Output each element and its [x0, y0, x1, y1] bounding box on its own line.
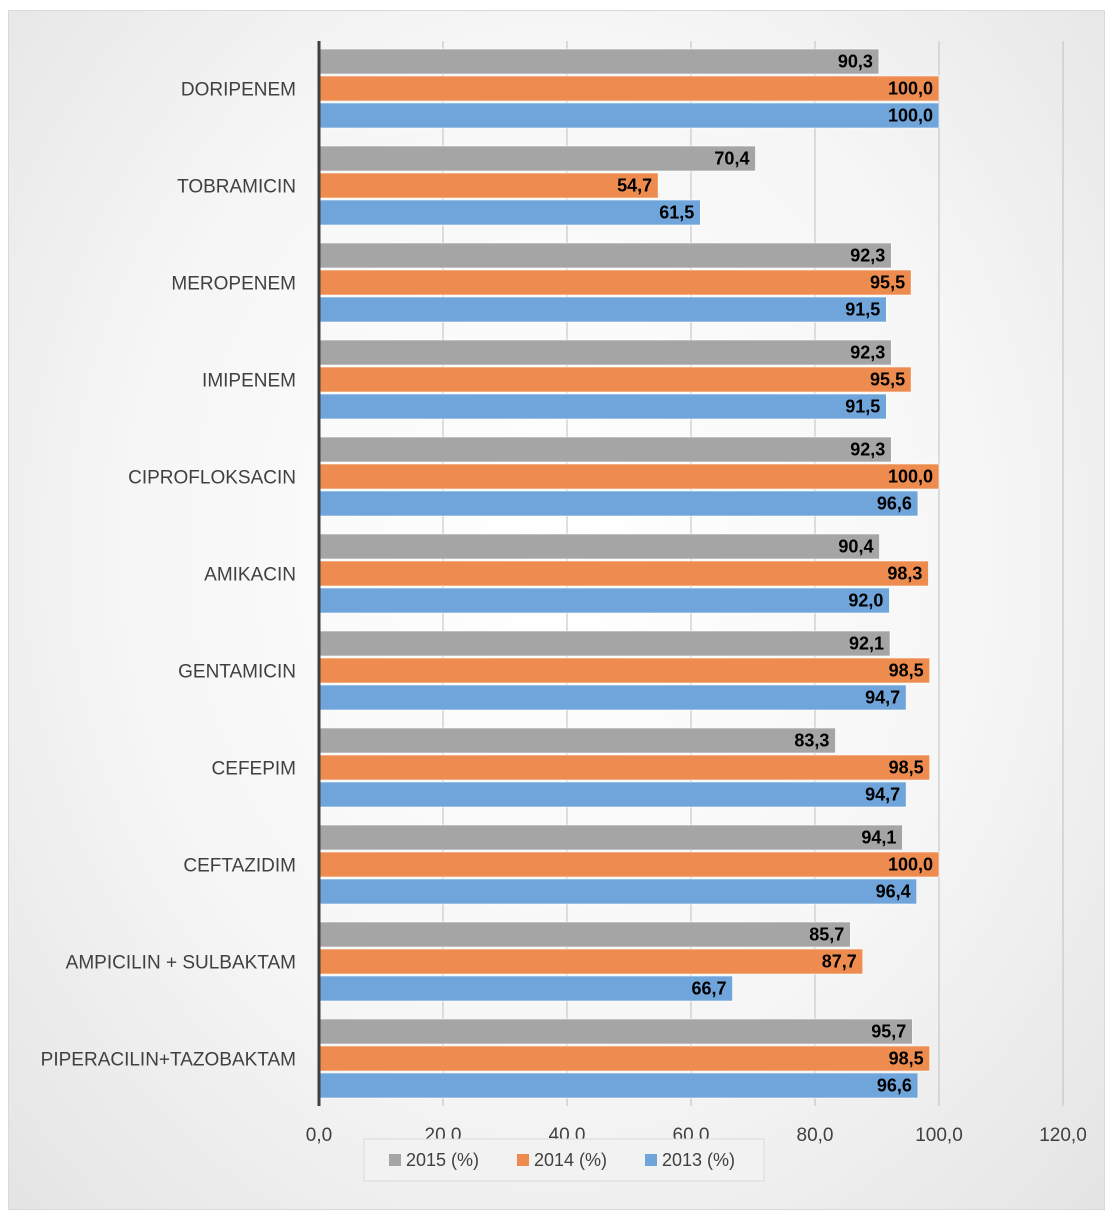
chart-area: 90,3 100,0 100,0 70,4 54,7 61,5 92,3 95,5 91,5 92… — [8, 10, 1105, 1210]
category-label: AMIKACIN — [204, 565, 296, 586]
data-label: 92,0 — [848, 591, 883, 611]
bar — [318, 657, 931, 684]
category-label: CEFTAZIDIM — [183, 856, 296, 877]
bar — [318, 921, 851, 948]
data-label: 96,4 — [876, 882, 911, 902]
x-tick-label: 0,0 — [306, 1125, 332, 1146]
category-label: CEFEPIM — [212, 759, 296, 780]
bar — [318, 366, 912, 393]
data-label: 95,5 — [870, 273, 905, 293]
bar — [318, 533, 880, 560]
bar — [318, 145, 756, 172]
data-label: 95,5 — [870, 370, 905, 390]
data-labels: 90,3 100,0 100,0 70,4 54,7 61,5 92,3 95,5 91,5 92… — [617, 52, 933, 1096]
legend-swatch — [389, 1154, 401, 1166]
data-label: 94,7 — [865, 688, 900, 708]
data-label: 92,1 — [849, 634, 884, 654]
bar — [318, 339, 892, 366]
data-label: 91,5 — [845, 300, 880, 320]
category-label: AMPICILIN + SULBAKTAM — [66, 953, 296, 974]
category-label: PIPERACILIN+TAZOBAKTAM — [41, 1050, 296, 1071]
bar-chart: 90,3 100,0 100,0 70,4 54,7 61,5 92,3 95,5 91,5 92… — [41, 41, 1087, 1182]
data-label: 85,7 — [809, 925, 844, 945]
category-label: TOBRAMICIN — [177, 177, 296, 198]
legend-label: 2015 (%) — [406, 1150, 479, 1170]
bar — [318, 436, 892, 463]
data-label: 92,3 — [850, 440, 885, 460]
data-label: 98,5 — [889, 661, 924, 681]
bar — [318, 242, 892, 269]
bar — [318, 1072, 919, 1099]
data-label: 66,7 — [691, 979, 726, 999]
bar — [318, 630, 891, 657]
data-label: 98,5 — [889, 1049, 924, 1069]
bars — [318, 48, 940, 1099]
bar — [318, 975, 733, 1002]
bar — [318, 48, 880, 75]
category-label: MEROPENEM — [171, 274, 296, 295]
bar — [318, 463, 940, 490]
data-label: 100,0 — [888, 855, 933, 875]
bar — [318, 102, 940, 129]
data-label: 96,6 — [877, 1076, 912, 1096]
bar — [318, 587, 890, 614]
data-label: 94,7 — [865, 785, 900, 805]
data-label: 92,3 — [850, 246, 885, 266]
bar — [318, 269, 912, 296]
data-label: 54,7 — [617, 176, 652, 196]
bar — [318, 684, 907, 711]
data-label: 92,3 — [850, 343, 885, 363]
bar — [318, 1018, 913, 1045]
category-label: CIPROFLOKSACIN — [128, 468, 296, 489]
data-label: 61,5 — [659, 203, 694, 223]
bar — [318, 560, 929, 587]
legend: 2015 (%) 2014 (%) 2013 (%) — [363, 1138, 765, 1182]
data-label: 100,0 — [888, 79, 933, 99]
data-label: 98,5 — [889, 758, 924, 778]
data-label: 83,3 — [794, 731, 829, 751]
bar — [318, 754, 931, 781]
data-label: 90,3 — [838, 52, 873, 72]
data-label: 91,5 — [845, 397, 880, 417]
bar — [318, 824, 903, 851]
bar — [318, 948, 864, 975]
data-label: 90,4 — [838, 537, 873, 557]
data-label: 100,0 — [888, 467, 933, 487]
bar — [318, 1045, 931, 1072]
data-label: 98,3 — [887, 564, 922, 584]
data-label: 70,4 — [714, 149, 749, 169]
legend-swatch — [517, 1154, 529, 1166]
data-label: 87,7 — [822, 952, 857, 972]
category-label: DORIPENEM — [181, 80, 296, 101]
bar — [318, 172, 659, 199]
legend-label: 2014 (%) — [534, 1150, 607, 1170]
legend-box — [363, 1138, 765, 1182]
data-label: 100,0 — [888, 106, 933, 126]
data-label: 95,7 — [871, 1022, 906, 1042]
category-label: IMIPENEM — [202, 371, 296, 392]
legend-label: 2013 (%) — [662, 1150, 735, 1170]
x-tick-label: 100,0 — [915, 1125, 963, 1146]
x-tick-label: 80,0 — [797, 1125, 834, 1146]
x-tick-label: 120,0 — [1039, 1125, 1087, 1146]
bar — [318, 851, 940, 878]
bar — [318, 781, 907, 808]
bar — [318, 727, 836, 754]
category-labels: DORIPENEM TOBRAMICIN MEROPENEM IMIPENEM CIPR… — [41, 80, 296, 1071]
bar — [318, 75, 940, 102]
bar — [318, 490, 919, 517]
bar — [318, 296, 887, 323]
data-label: 96,6 — [877, 494, 912, 514]
bar — [318, 878, 917, 905]
data-label: 94,1 — [861, 828, 896, 848]
bar — [318, 199, 701, 226]
bar — [318, 393, 887, 420]
category-label: GENTAMICIN — [178, 662, 296, 683]
legend-swatch — [645, 1154, 657, 1166]
